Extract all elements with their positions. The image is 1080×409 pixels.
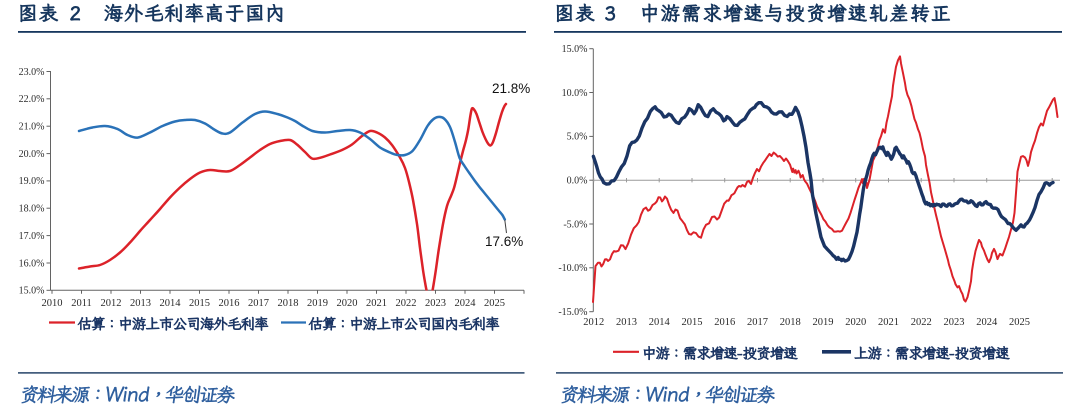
svg-text:2013: 2013 — [616, 317, 637, 328]
svg-text:18.0%: 18.0% — [19, 204, 45, 215]
svg-text:16.0%: 16.0% — [19, 258, 45, 269]
svg-text:2013: 2013 — [130, 298, 151, 309]
svg-text:20.0%: 20.0% — [19, 149, 45, 160]
svg-text:2015: 2015 — [682, 317, 703, 328]
svg-text:21.8%: 21.8% — [492, 81, 530, 96]
svg-text:17.0%: 17.0% — [19, 231, 45, 242]
svg-text:-10.0%: -10.0% — [558, 263, 587, 274]
svg-text:15.0%: 15.0% — [562, 44, 588, 55]
svg-text:-5.0%: -5.0% — [563, 219, 587, 230]
svg-text:2016: 2016 — [219, 298, 240, 309]
svg-text:2025: 2025 — [484, 298, 505, 309]
svg-text:2021: 2021 — [366, 298, 387, 309]
svg-text:2018: 2018 — [278, 298, 299, 309]
svg-text:2022: 2022 — [911, 317, 932, 328]
svg-text:2019: 2019 — [307, 298, 328, 309]
svg-text:2012: 2012 — [583, 317, 604, 328]
svg-text:2023: 2023 — [944, 317, 965, 328]
svg-text:17.6%: 17.6% — [485, 234, 523, 249]
svg-text:22.0%: 22.0% — [19, 94, 45, 105]
svg-text:0.0%: 0.0% — [567, 176, 588, 187]
svg-text:2021: 2021 — [878, 317, 899, 328]
svg-text:2017: 2017 — [248, 298, 269, 309]
svg-text:2020: 2020 — [337, 298, 358, 309]
svg-text:5.0%: 5.0% — [567, 132, 588, 143]
svg-text:2012: 2012 — [101, 298, 122, 309]
svg-text:2023: 2023 — [425, 298, 446, 309]
svg-text:-15.0%: -15.0% — [558, 307, 587, 318]
svg-text:2010: 2010 — [42, 298, 63, 309]
svg-text:2011: 2011 — [71, 298, 92, 309]
svg-text:23.0%: 23.0% — [19, 67, 45, 78]
svg-text:2018: 2018 — [780, 317, 801, 328]
svg-text:2015: 2015 — [189, 298, 210, 309]
svg-text:15.0%: 15.0% — [19, 286, 45, 297]
svg-text:2022: 2022 — [396, 298, 417, 309]
svg-text:2019: 2019 — [813, 317, 834, 328]
svg-text:10.0%: 10.0% — [562, 88, 588, 99]
svg-text:2024: 2024 — [455, 298, 477, 309]
svg-text:2025: 2025 — [1009, 317, 1030, 328]
svg-text:2020: 2020 — [845, 317, 866, 328]
svg-text:19.0%: 19.0% — [19, 176, 45, 187]
svg-text:2017: 2017 — [747, 317, 768, 328]
svg-text:21.0%: 21.0% — [19, 122, 45, 133]
svg-text:2016: 2016 — [714, 317, 735, 328]
svg-text:2024: 2024 — [976, 317, 998, 328]
svg-text:2014: 2014 — [649, 317, 671, 328]
svg-text:2014: 2014 — [160, 298, 182, 309]
